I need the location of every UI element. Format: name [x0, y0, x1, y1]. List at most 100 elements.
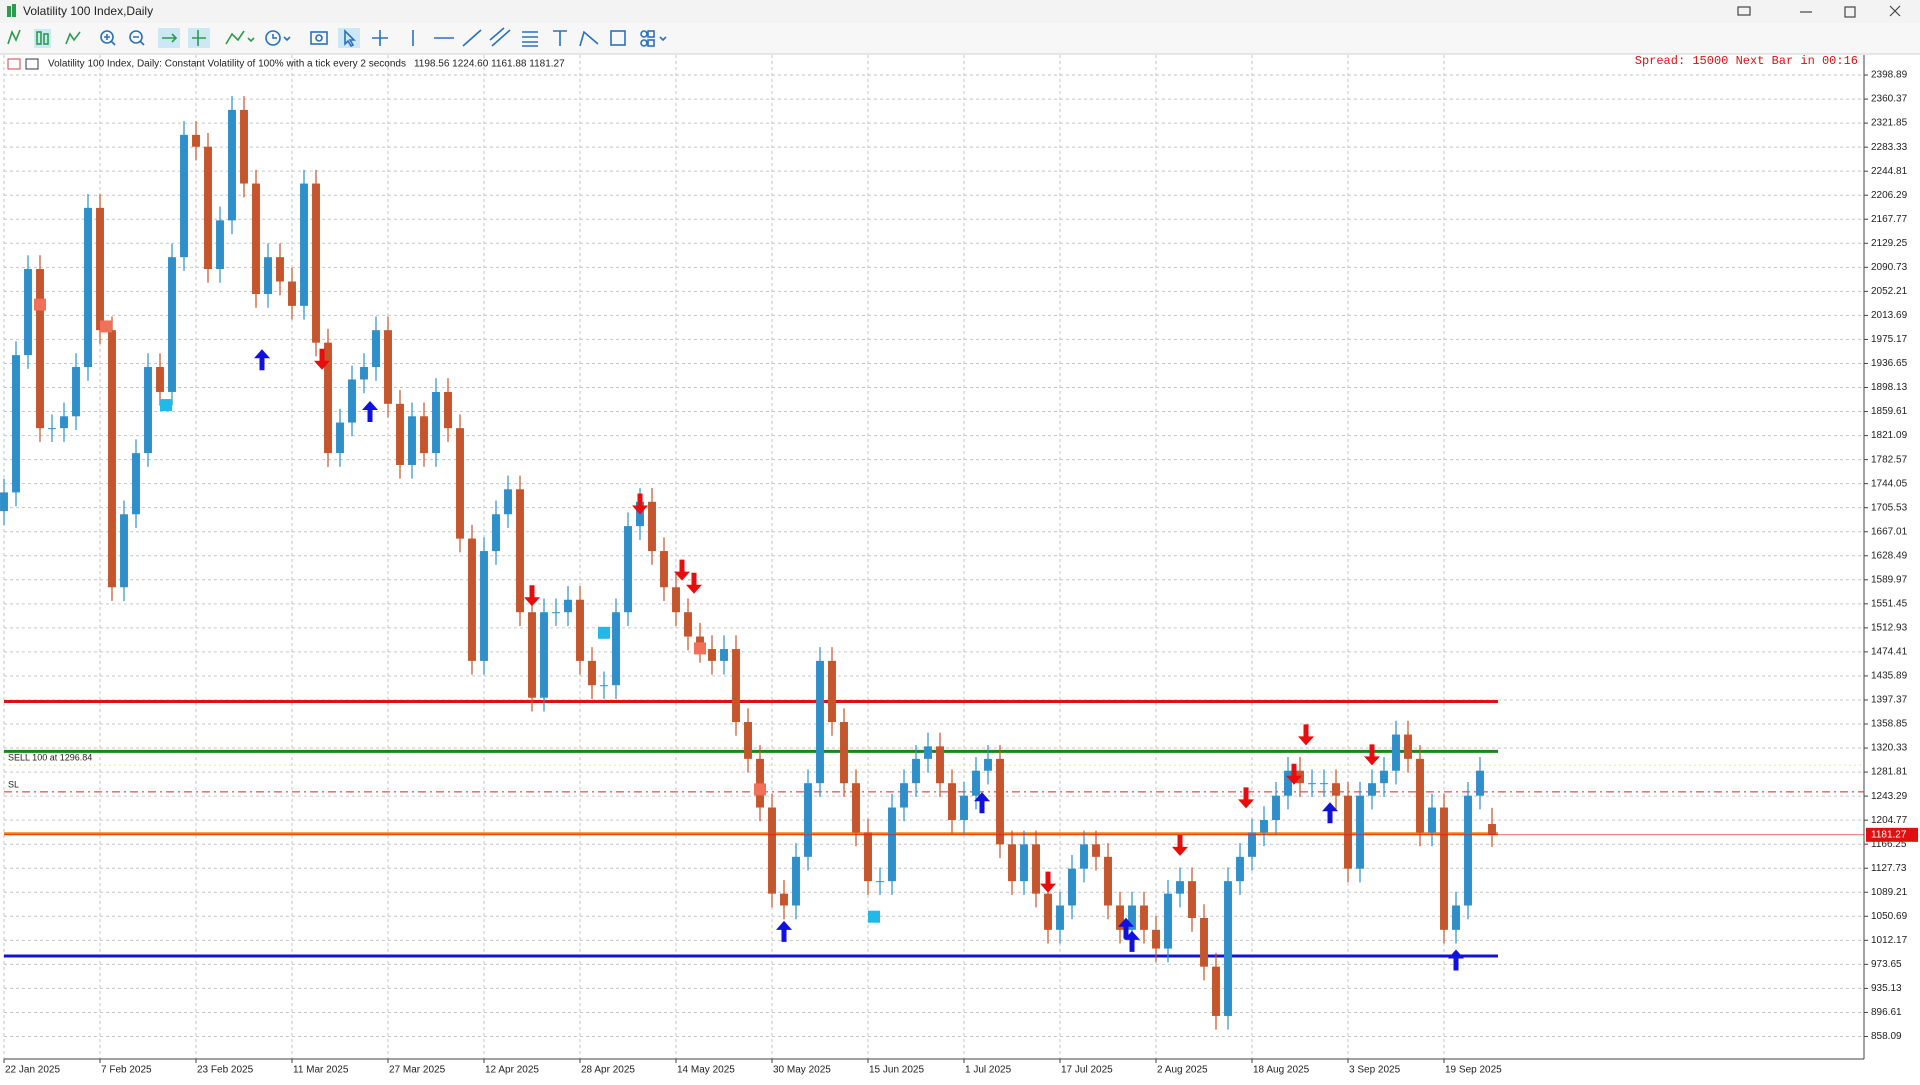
- candle-body: [1152, 929, 1160, 949]
- sell-arrow: [524, 585, 540, 607]
- candle-body: [828, 660, 836, 723]
- candle-body: [768, 807, 776, 894]
- cursor-button[interactable]: [338, 28, 360, 48]
- buy-arrow: [1124, 930, 1140, 952]
- y-tick-label: 1397.37: [1871, 695, 1908, 706]
- candle-body: [1224, 881, 1232, 1016]
- bar-chart-button[interactable]: [7, 29, 21, 45]
- screenshot-button[interactable]: [310, 31, 328, 45]
- sell-arrow: [314, 348, 330, 370]
- signal-square: [694, 642, 706, 655]
- sell-arrow: [1238, 787, 1254, 809]
- sell-arrow: [632, 493, 648, 515]
- candle-body: [1032, 844, 1040, 894]
- toolbar: [0, 23, 1920, 54]
- candle-body: [168, 257, 176, 392]
- layout-button[interactable]: [1737, 6, 1751, 16]
- candle-body: [1164, 893, 1172, 949]
- y-tick-label: 1127.73: [1871, 863, 1907, 874]
- y-tick-label: 1936.65: [1871, 358, 1908, 369]
- candle-body: [1416, 758, 1424, 833]
- candle-body: [864, 832, 872, 882]
- candle-body: [1308, 783, 1316, 785]
- candle-body: [48, 428, 56, 430]
- candle-body: [108, 330, 116, 588]
- x-tick-label: 11 Mar 2025: [293, 1065, 349, 1076]
- objects-button[interactable]: [640, 30, 667, 47]
- crosshair-button[interactable]: [372, 30, 388, 46]
- candle-body: [444, 391, 452, 429]
- candle-body: [1236, 856, 1244, 882]
- candle-body: [276, 257, 284, 282]
- sell-arrow: [686, 572, 702, 594]
- signal-square: [868, 910, 880, 923]
- buy-arrow: [254, 349, 270, 371]
- candle-body: [1320, 783, 1328, 785]
- timeframes-button[interactable]: [265, 30, 291, 46]
- candle-body: [900, 783, 908, 808]
- channel-button[interactable]: [489, 27, 511, 47]
- candle-body: [552, 612, 560, 614]
- y-tick-label: 1281.81: [1871, 767, 1908, 778]
- candle-body: [240, 109, 248, 184]
- line-chart-button[interactable]: [65, 31, 81, 45]
- zoom-out-button[interactable]: [129, 30, 145, 46]
- candle-body: [672, 587, 680, 613]
- x-tick-label: 1 Jul 2025: [965, 1065, 1012, 1076]
- chart-shift-button[interactable]: [188, 28, 210, 48]
- buy-arrow: [1322, 802, 1338, 824]
- candle-body: [804, 783, 812, 857]
- x-tick-label: 30 May 2025: [773, 1065, 831, 1076]
- candle-body: [1332, 783, 1340, 796]
- indicators-button[interactable]: [225, 30, 255, 45]
- candle-body: [132, 453, 140, 515]
- candle-body: [564, 599, 572, 613]
- y-tick-label: 1705.53: [1871, 502, 1908, 513]
- trendline-button[interactable]: [462, 29, 482, 47]
- y-tick-label: 2052.21: [1871, 286, 1908, 297]
- candle-body: [1464, 795, 1472, 906]
- candle-body: [816, 660, 824, 784]
- text-button[interactable]: [553, 30, 567, 46]
- x-tick-label: 12 Apr 2025: [485, 1065, 539, 1076]
- candle-chart-button[interactable]: [34, 29, 51, 48]
- candle-body: [36, 269, 44, 429]
- candle-body: [96, 207, 104, 331]
- y-tick-label: 2129.25: [1871, 238, 1908, 249]
- y-tick-label: 1050.69: [1871, 911, 1908, 922]
- y-tick-label: 1320.33: [1871, 743, 1908, 754]
- candle-body: [180, 134, 188, 258]
- close-button[interactable]: [1889, 5, 1901, 17]
- y-tick-label: 973.65: [1871, 959, 1902, 970]
- maximize-button[interactable]: [1844, 6, 1856, 18]
- fibonacci-button[interactable]: [522, 31, 538, 47]
- rectangle-button[interactable]: [610, 30, 626, 46]
- candle-body: [792, 856, 800, 906]
- candle-body: [312, 183, 320, 343]
- candle-body: [1440, 807, 1448, 930]
- candle-body: [1056, 905, 1064, 930]
- grid: [3, 55, 1864, 1059]
- auto-scroll-button[interactable]: [158, 28, 180, 48]
- shapes-button[interactable]: [579, 30, 599, 47]
- sell-arrow: [674, 559, 690, 581]
- candle-body: [540, 612, 548, 698]
- candle-body: [936, 746, 944, 784]
- signal-square: [34, 298, 46, 311]
- candle-body: [1284, 770, 1292, 796]
- zoom-in-button[interactable]: [100, 30, 116, 46]
- candle-body: [1356, 795, 1364, 869]
- candle-body: [324, 342, 332, 454]
- candle-body: [1488, 824, 1496, 835]
- y-tick-label: 1243.29: [1871, 791, 1908, 802]
- window-title: Volatility 100 Index,Daily: [23, 4, 153, 18]
- candle-body: [144, 366, 152, 454]
- candle-body: [1452, 905, 1460, 930]
- candle-body: [0, 492, 8, 512]
- y-tick-label: 935.13: [1871, 983, 1902, 994]
- candle-body: [336, 422, 344, 454]
- candle-body: [1260, 820, 1268, 833]
- candle-body: [888, 807, 896, 882]
- candle-body: [1176, 881, 1184, 894]
